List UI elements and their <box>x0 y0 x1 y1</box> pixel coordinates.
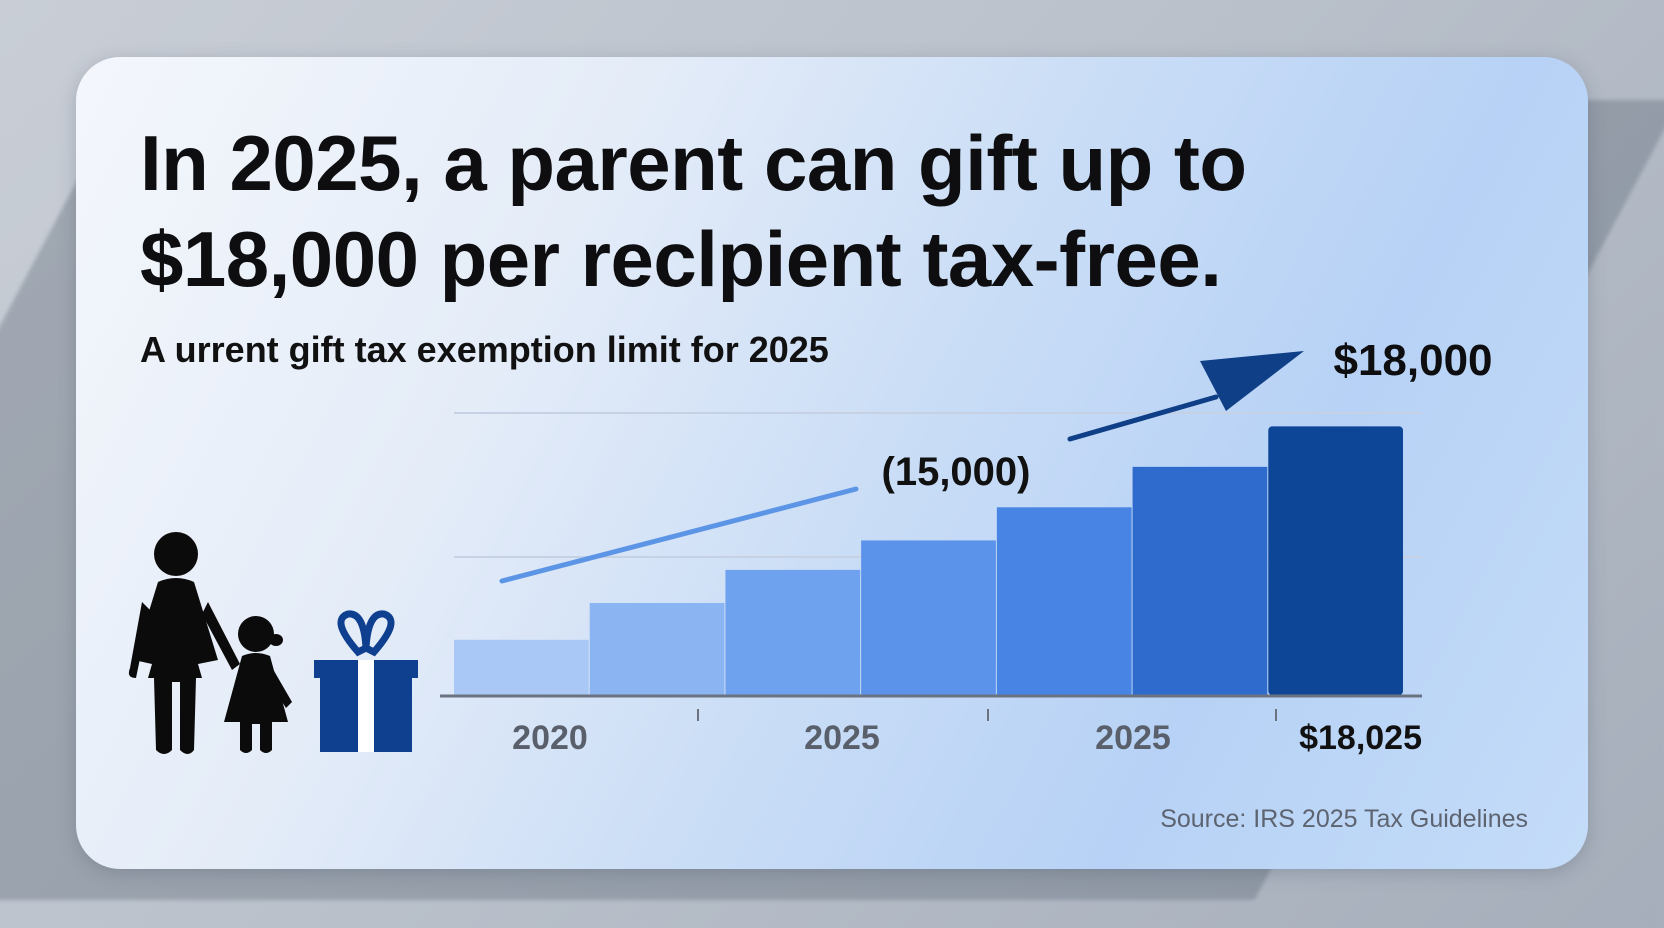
x-tick-label: 2020 <box>512 719 588 757</box>
child-icon <box>224 616 292 753</box>
bar-chart: 2020 2025 2025 $18,025 (15,000) $18,000 <box>440 336 1493 757</box>
bar-4 <box>861 540 996 695</box>
parent-icon <box>128 532 240 754</box>
annotation-18000: $18,000 <box>1333 336 1492 385</box>
trend-line-dark <box>1067 394 1219 442</box>
bar-3 <box>725 569 861 695</box>
family-gift-illustration <box>128 532 418 754</box>
bar-2 <box>589 603 725 695</box>
infographic-card: In 2025, a parent can gift up to $18,000… <box>76 57 1588 869</box>
gift-box-icon <box>314 610 418 752</box>
bar-5 <box>996 507 1132 695</box>
trend-arrowhead <box>1200 351 1304 411</box>
subtitle: A urrent gift tax exemption limit for 20… <box>140 329 829 370</box>
bar-1 <box>454 639 589 695</box>
x-tick-label: 2025 <box>1095 719 1171 757</box>
x-tick-label: 2025 <box>804 719 880 757</box>
bar-7 <box>1268 426 1403 695</box>
bar-6 <box>1132 466 1268 695</box>
headline: In 2025, a parent can gift up to $18,000… <box>140 119 1247 303</box>
source-note: Source: IRS 2025 Tax Guidelines <box>1160 805 1528 833</box>
annotation-15000: (15,000) <box>882 450 1031 494</box>
trend-line-light <box>499 486 859 584</box>
x-tick-label: $18,025 <box>1299 719 1422 757</box>
